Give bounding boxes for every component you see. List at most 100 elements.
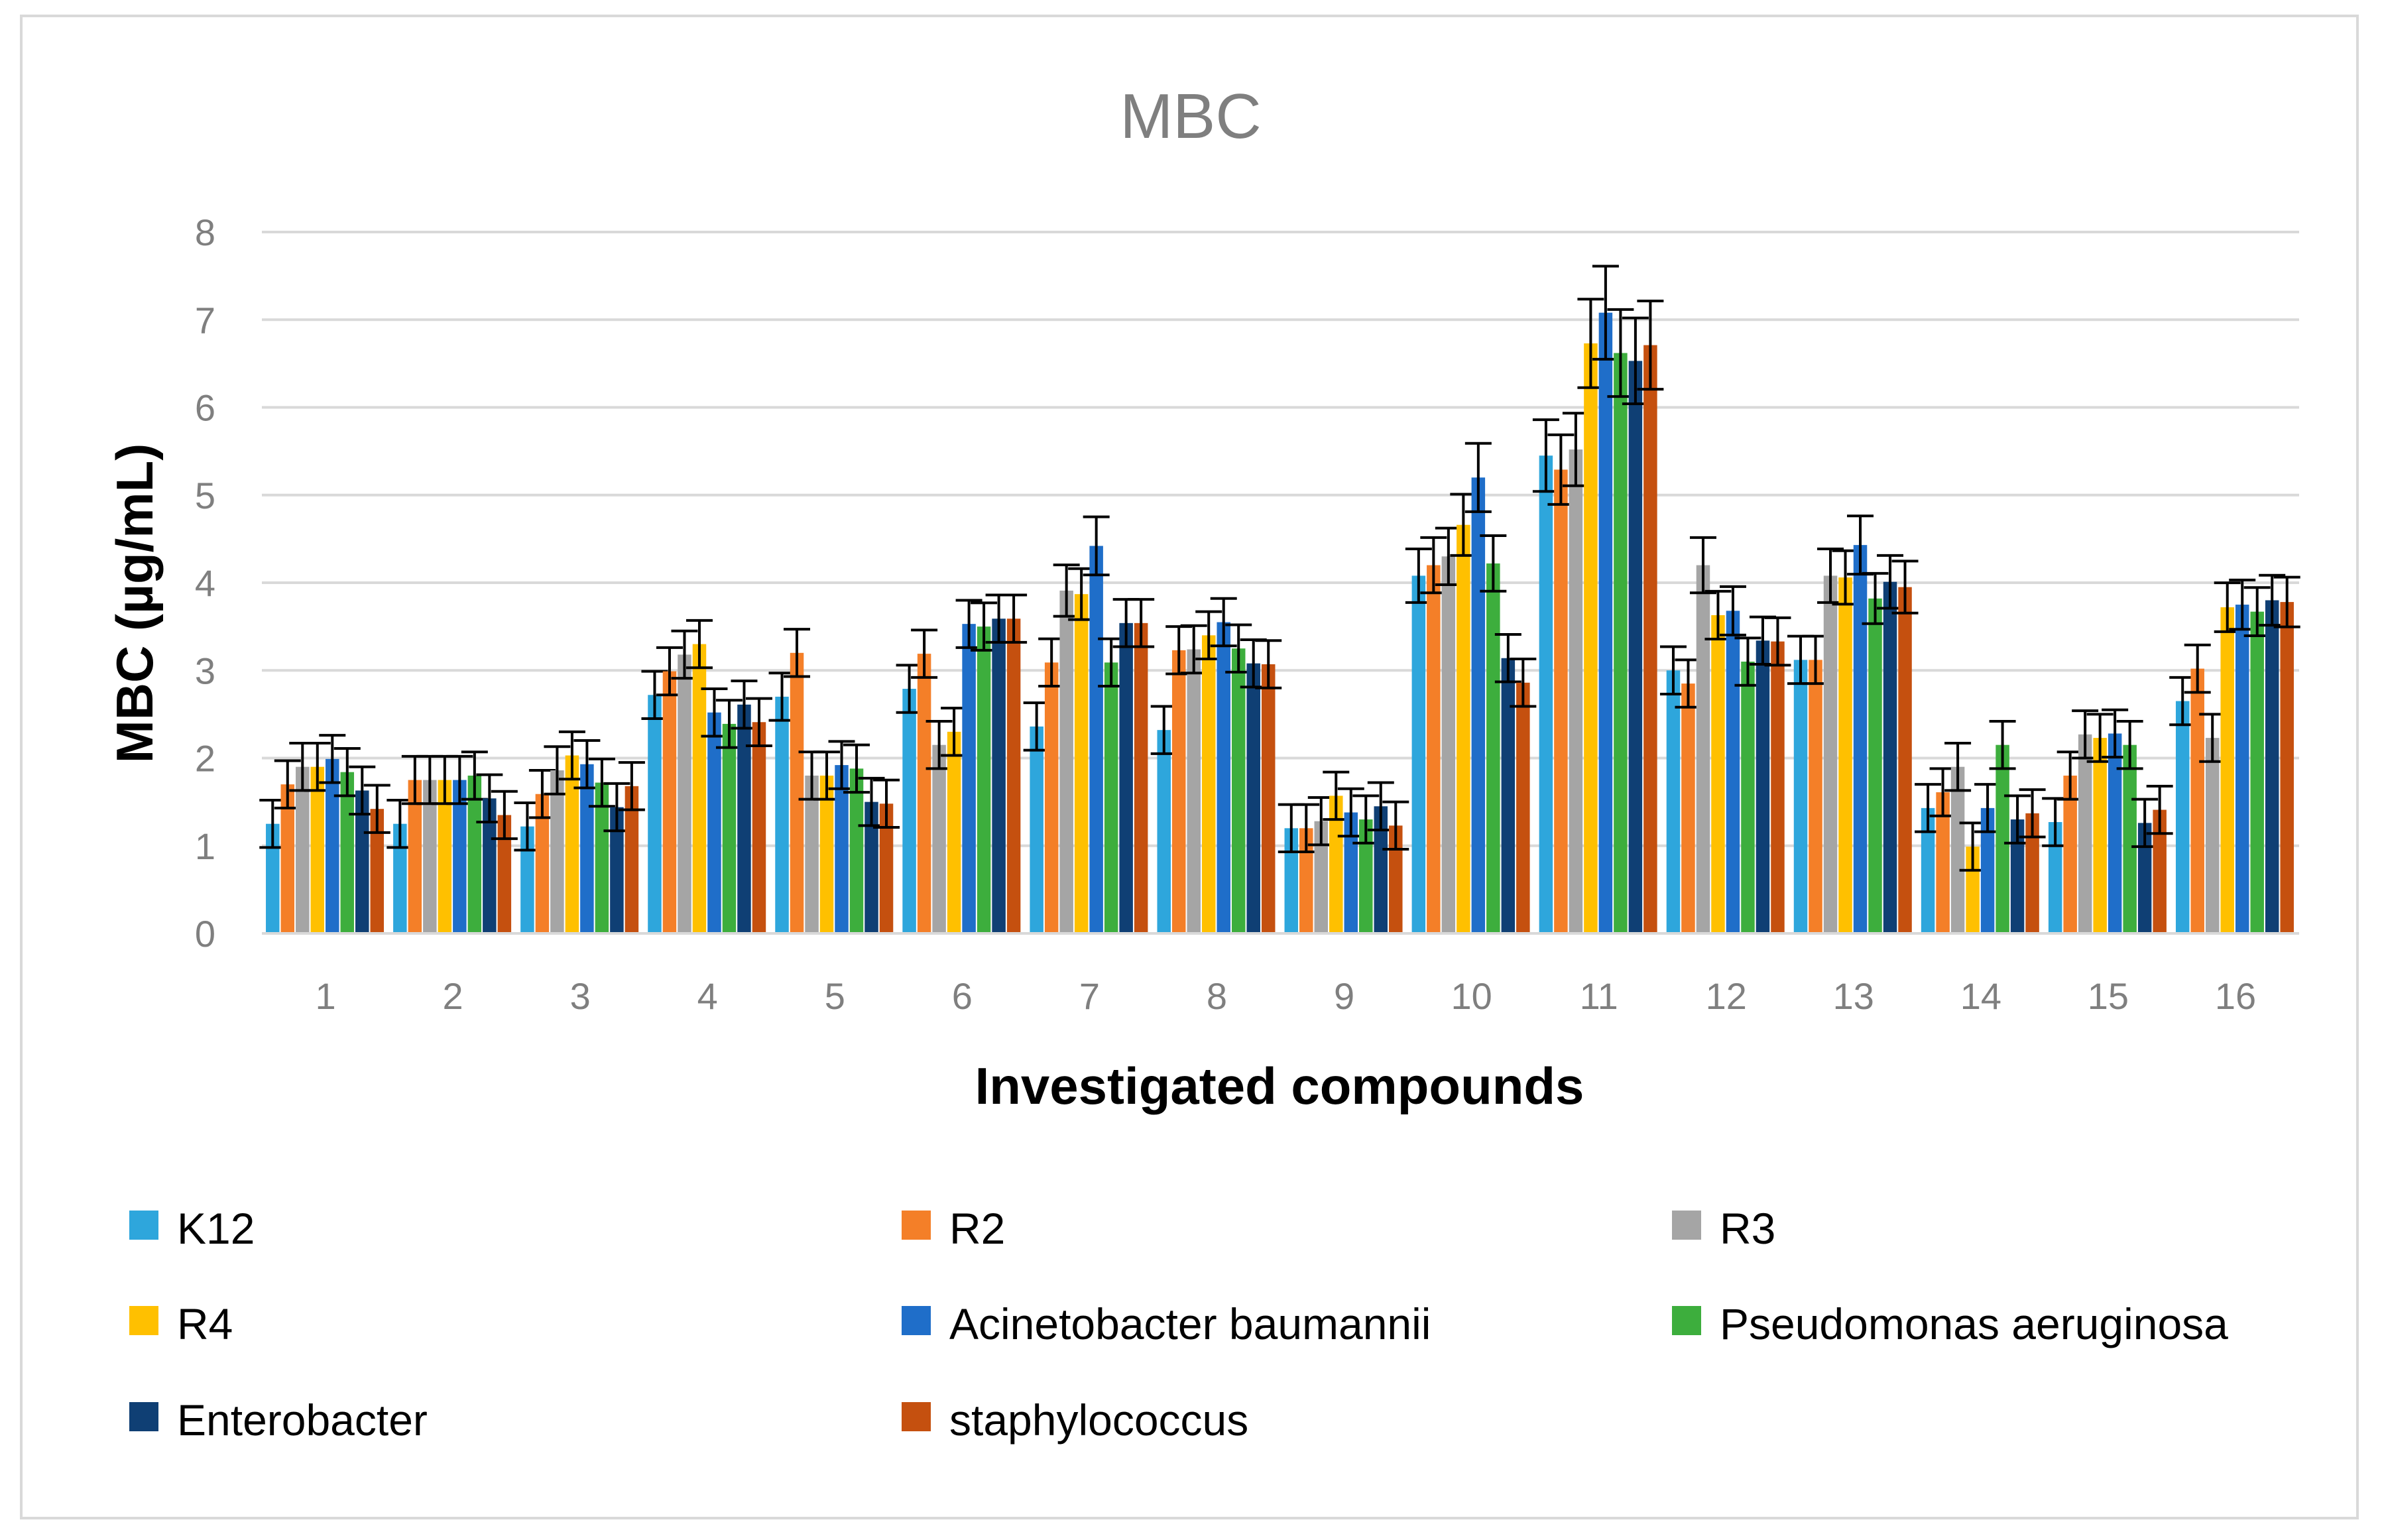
y-tick-label: 8: [195, 211, 215, 253]
bar: [453, 780, 467, 933]
bar: [1299, 828, 1313, 933]
bar: [2235, 605, 2249, 933]
error-bar: [1764, 616, 1791, 667]
bar: [408, 780, 422, 933]
bar: [1966, 847, 1980, 933]
bar: [962, 624, 976, 933]
legend-label: R4: [177, 1299, 233, 1348]
legend-item: K12: [129, 1204, 255, 1253]
bar: [1756, 640, 1770, 933]
x-tick-label: 12: [1706, 975, 1747, 1017]
bar: [775, 696, 789, 933]
legend-item: R2: [902, 1204, 1005, 1253]
bar: [610, 807, 624, 933]
bar: [1516, 682, 1530, 933]
error-bar: [1510, 658, 1537, 708]
y-tick-label: 5: [195, 475, 215, 516]
bar: [1217, 622, 1230, 933]
legend-swatch: [1672, 1211, 1701, 1240]
error-bar: [1637, 300, 1664, 391]
bar: [1059, 590, 1073, 933]
x-tick-label: 10: [1451, 975, 1492, 1017]
bar: [678, 654, 691, 933]
error-bar: [1689, 536, 1716, 595]
bar: [1261, 664, 1276, 933]
bar: [917, 654, 931, 933]
bar: [1359, 819, 1373, 933]
x-tick-label: 8: [1207, 975, 1227, 1017]
bar: [310, 766, 325, 933]
bar: [752, 722, 766, 933]
legend-swatch: [129, 1211, 158, 1240]
bar: [2093, 738, 2107, 933]
bar: [595, 782, 609, 933]
error-bar: [2273, 575, 2300, 628]
bar: [1809, 660, 1822, 933]
bar: [2153, 809, 2167, 933]
bar: [1995, 744, 2009, 933]
legend-swatch: [1672, 1306, 1701, 1335]
bar: [1471, 477, 1486, 933]
y-tick-label: 7: [195, 299, 215, 341]
bar: [1666, 670, 1681, 933]
bar: [580, 764, 594, 933]
bar: [1104, 662, 1118, 933]
legend-swatch: [129, 1402, 158, 1431]
error-bar: [731, 680, 758, 730]
bar: [1134, 622, 1148, 933]
x-tick-label: 13: [1833, 975, 1874, 1017]
error-bar: [2146, 784, 2173, 835]
bar: [1853, 545, 1868, 933]
legend-label: R2: [949, 1204, 1005, 1253]
legend-swatch: [902, 1402, 931, 1431]
bar: [1074, 594, 1089, 933]
legend-item: R3: [1672, 1204, 1775, 1253]
error-bar: [1210, 597, 1237, 648]
x-tick-label: 1: [315, 975, 335, 1017]
y-axis-ticks: 0 1 2 3 4 5 6 7 8: [195, 211, 215, 955]
y-tick-label: 0: [195, 913, 215, 955]
legend-item: staphylococcus: [902, 1395, 1248, 1445]
bar: [520, 826, 534, 933]
error-bar: [1464, 442, 1492, 513]
bar: [2010, 819, 2025, 933]
y-tick-label: 6: [195, 387, 215, 429]
y-tick-label: 1: [195, 825, 215, 867]
bar: [2220, 607, 2234, 933]
error-bar: [873, 778, 900, 829]
bar: [1980, 807, 1995, 933]
bar: [296, 766, 310, 933]
bar: [1950, 766, 1965, 933]
bar: [1284, 828, 1299, 933]
bar: [1681, 683, 1695, 933]
bar: [423, 780, 437, 933]
legend-swatch: [129, 1306, 158, 1335]
y-tick-label: 3: [195, 650, 215, 691]
bar: [1554, 469, 1568, 933]
y-tick-label: 2: [195, 738, 215, 780]
x-tick-label: 7: [1079, 975, 1100, 1017]
bar: [280, 784, 295, 933]
y-axis-label: MBC (µg/mL): [105, 444, 164, 764]
bar: [1411, 575, 1426, 933]
error-bar: [2019, 788, 2046, 839]
bar: [1569, 449, 1583, 933]
error-bar: [1000, 593, 1028, 644]
bar: [266, 823, 280, 933]
bar: [1119, 622, 1133, 933]
bar: [1921, 807, 1935, 933]
bar: [2190, 668, 2204, 933]
error-bar: [745, 697, 772, 747]
bar: [849, 768, 864, 933]
bar: [1231, 648, 1246, 933]
chart-title: MBC: [1120, 81, 1261, 152]
bar: [1696, 565, 1710, 933]
bar: [497, 815, 512, 933]
legend-label: Acinetobacter baumannii: [949, 1299, 1431, 1348]
x-tick-label: 15: [2088, 975, 2129, 1017]
bar: [879, 803, 894, 933]
bar: [737, 704, 751, 933]
bar: [1726, 611, 1740, 933]
bar: [1006, 619, 1021, 933]
